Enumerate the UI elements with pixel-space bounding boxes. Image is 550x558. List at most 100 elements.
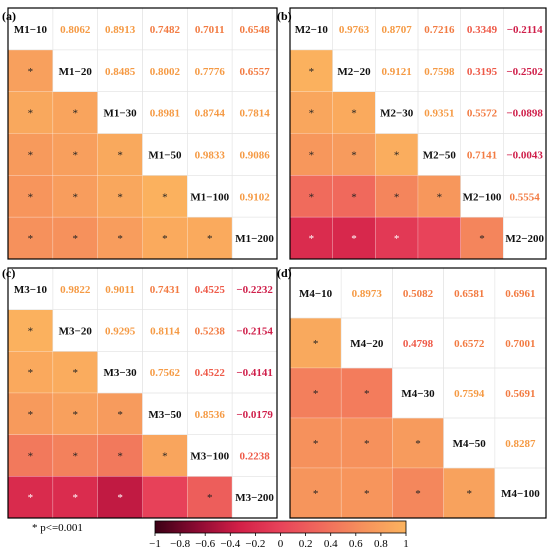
- significance-marker: *: [351, 191, 357, 203]
- heatmap-cell: [97, 175, 143, 218]
- correlation-value: 0.4522: [195, 367, 226, 379]
- significance-marker: *: [73, 149, 79, 161]
- heatmap-panel-4: (d) * * * * * * * * * * M4−10 M4−20 M4−30 M4−50 M4−100 0…: [277, 266, 547, 519]
- correlation-value: 0.7814: [239, 108, 270, 120]
- diagonal-label: M4−10: [299, 288, 333, 300]
- correlation-value: 0.6572: [454, 338, 485, 350]
- significance-marker: *: [466, 488, 472, 500]
- significance-marker: *: [364, 488, 370, 500]
- colorbar-tick-label: −0.8: [170, 538, 190, 550]
- heatmap-cell: [289, 467, 342, 519]
- correlation-value: 0.8707: [382, 24, 413, 36]
- diagonal-label: M4−100: [501, 488, 540, 500]
- correlation-value: 0.6581: [454, 288, 484, 300]
- heatmap-cell: [142, 216, 188, 260]
- significance-marker: *: [309, 233, 315, 245]
- significance-marker: *: [351, 149, 357, 161]
- significance-marker: *: [117, 233, 123, 245]
- significance-marker: *: [309, 66, 315, 78]
- significance-marker: *: [117, 409, 123, 421]
- significance-marker: *: [207, 233, 213, 245]
- correlation-value: 0.5238: [195, 326, 226, 338]
- diagonal-label: M3−50: [148, 409, 182, 421]
- correlation-value: 0.7776: [195, 66, 226, 78]
- diagonal-label: M1−30: [104, 108, 138, 120]
- significance-marker: *: [394, 149, 400, 161]
- heatmap-cell: [52, 216, 98, 260]
- significance-footnote: * p<=0.001: [32, 522, 83, 534]
- heatmap-cell: [375, 175, 419, 218]
- diagonal-label: M2−100: [463, 191, 502, 203]
- significance-marker: *: [28, 149, 34, 161]
- correlation-value: 0.7216: [424, 24, 455, 36]
- significance-marker: *: [73, 108, 79, 120]
- significance-marker: *: [162, 191, 168, 203]
- colorbar-tick-label: 1: [403, 538, 409, 550]
- correlation-value: 0.7598: [424, 66, 455, 78]
- heatmap-cell: [97, 476, 143, 519]
- correlation-value: 0.7431: [150, 284, 180, 296]
- diagonal-label: M1−20: [59, 66, 93, 78]
- correlation-value: 0.7482: [150, 24, 181, 36]
- heatmap-cell: [52, 351, 98, 394]
- heatmap-cell: [460, 216, 504, 260]
- diagonal-label: M2−200: [505, 233, 544, 245]
- heatmap-cell: [332, 175, 376, 218]
- diagonal-label: M2−10: [295, 24, 329, 36]
- colorbar-tick-label: 0.2: [299, 538, 313, 550]
- significance-marker: *: [437, 191, 443, 203]
- colorbar-gradient: [154, 520, 407, 534]
- correlation-value: 0.9763: [339, 24, 370, 36]
- colorbar-tick-label: 0: [278, 538, 284, 550]
- panel-label: (d): [277, 266, 292, 280]
- significance-marker: *: [364, 438, 370, 450]
- correlation-value: 0.9295: [105, 326, 136, 338]
- significance-marker: *: [73, 367, 79, 379]
- heatmap-cell: [52, 392, 98, 435]
- correlation-value: 0.8973: [352, 288, 383, 300]
- significance-marker: *: [73, 191, 79, 203]
- heatmap-cell: [332, 91, 376, 134]
- significance-marker: *: [364, 388, 370, 400]
- diagonal-label: M3−200: [235, 492, 274, 504]
- significance-marker: *: [394, 233, 400, 245]
- significance-marker: *: [73, 409, 79, 421]
- significance-marker: *: [313, 338, 319, 350]
- correlation-value: 0.3349: [467, 24, 498, 36]
- panel-border: [289, 267, 547, 519]
- heatmap-cell: [142, 175, 188, 218]
- correlation-value: 0.8002: [150, 66, 181, 78]
- heatmap-panel-2: (b) * * * * * * * * * * * * * * M2−10 M2−20 M2−30 M2−50 M2−…: [277, 7, 547, 260]
- diagonal-label: M1−50: [148, 149, 182, 161]
- correlation-value: 0.9011: [105, 284, 135, 296]
- colorbar: −1 −0.8 −0.6 −0.4 −0.2 0 0.2 0.4 0.6 0.8 1: [149, 520, 409, 550]
- panel-border: [7, 7, 278, 260]
- significance-marker: *: [117, 492, 123, 504]
- colorbar-tick-label: 0.4: [324, 538, 338, 550]
- significance-marker: *: [415, 438, 421, 450]
- correlation-value: 0.9351: [424, 108, 454, 120]
- correlation-value: 0.8485: [105, 66, 136, 78]
- heatmap-cell: [375, 133, 419, 176]
- significance-marker: *: [415, 488, 421, 500]
- heatmap-cell: [289, 317, 342, 369]
- significance-marker: *: [479, 233, 485, 245]
- colorbar-tick-label: −0.2: [245, 538, 265, 550]
- heatmap-cell: [289, 367, 342, 419]
- significance-marker: *: [117, 149, 123, 161]
- correlation-value: 0.5554: [510, 191, 541, 203]
- heatmap-cell: [332, 133, 376, 176]
- diagonal-label: M1−100: [190, 191, 229, 203]
- diagonal-label: M4−50: [453, 438, 487, 450]
- diagonal-label: M2−30: [380, 108, 414, 120]
- correlation-value: 0.3195: [467, 66, 498, 78]
- correlation-value: 0.9833: [195, 149, 226, 161]
- significance-marker: *: [28, 367, 34, 379]
- diagonal-label: M3−100: [190, 451, 229, 463]
- panel-label: (c): [2, 266, 15, 280]
- correlation-value: 0.8913: [105, 24, 136, 36]
- correlation-value: 0.5082: [403, 288, 434, 300]
- correlation-value: 0.8536: [195, 409, 226, 421]
- correlation-value: −0.0179: [236, 409, 273, 421]
- diagonal-label: M4−20: [350, 338, 384, 350]
